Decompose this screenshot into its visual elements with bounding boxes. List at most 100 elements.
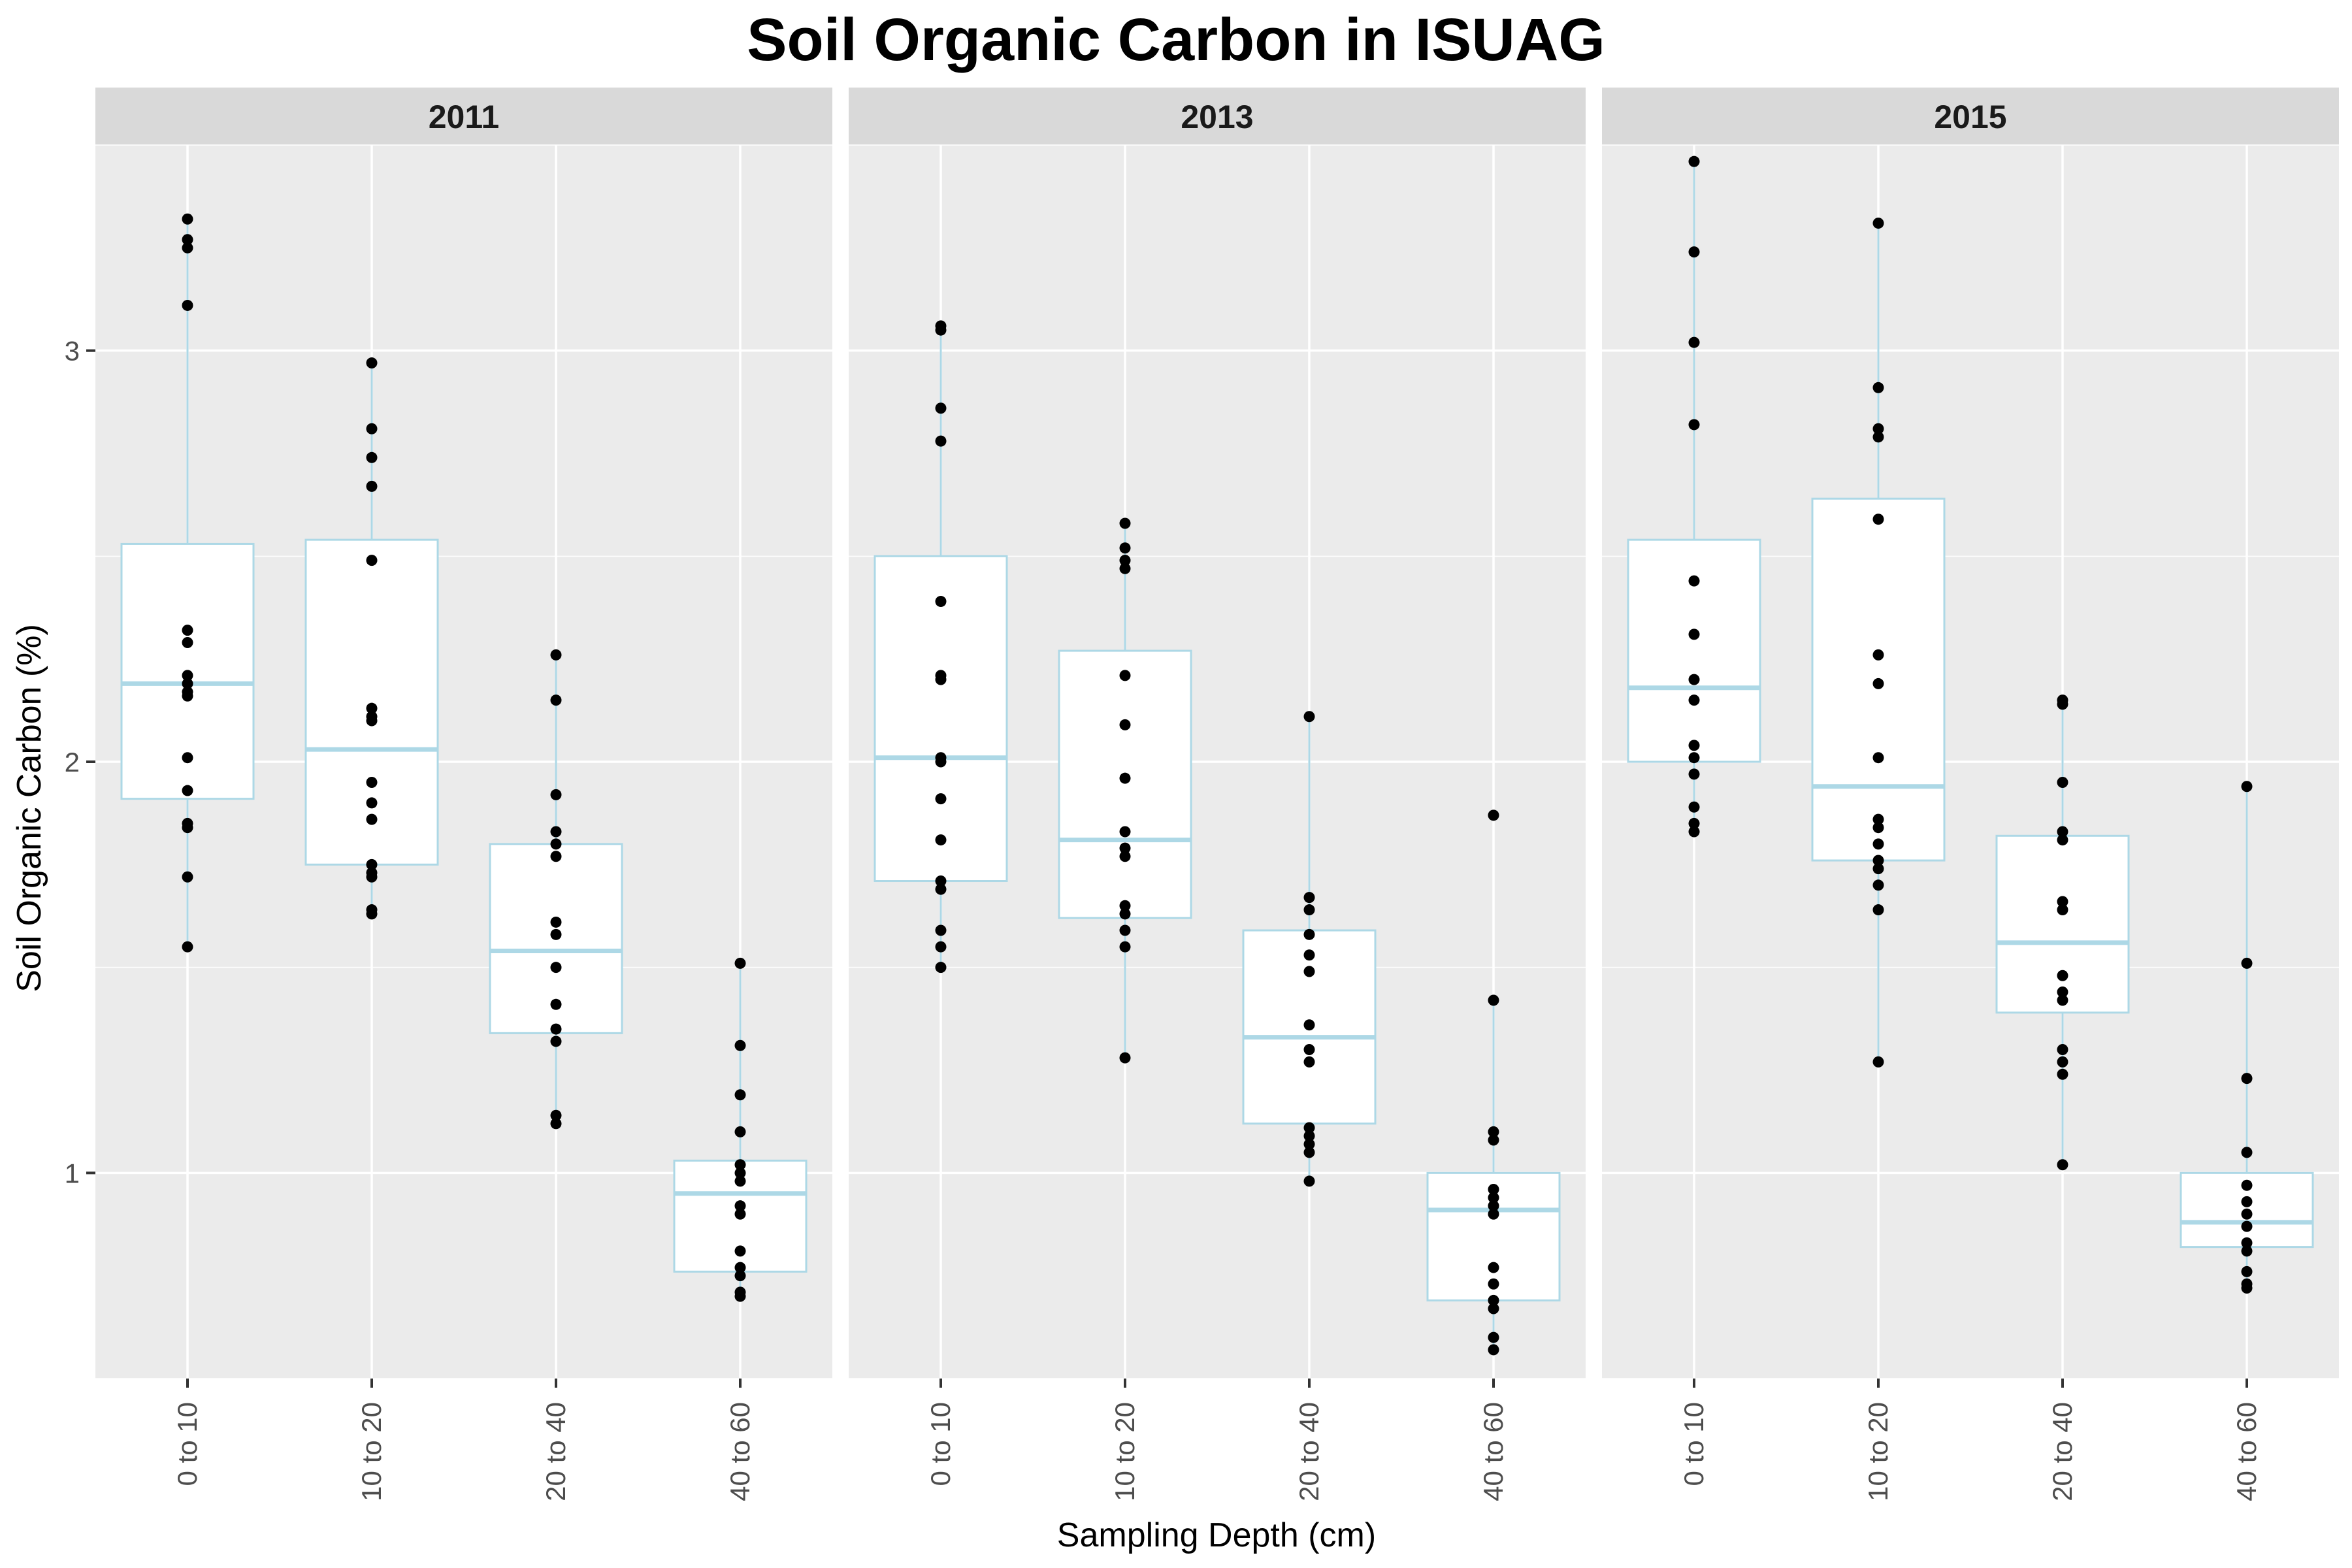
data-point (550, 649, 562, 661)
data-point (550, 1109, 562, 1121)
x-tick-label: 10 to 20 (1863, 1402, 1893, 1501)
box-2015-2 (1995, 834, 2130, 1014)
data-point (1488, 1303, 1499, 1315)
data-point (1119, 542, 1131, 554)
data-point (182, 625, 193, 636)
facet-strip (95, 88, 832, 145)
data-point (734, 1089, 746, 1101)
data-point (550, 1023, 562, 1035)
data-point (550, 838, 562, 850)
data-point (182, 213, 193, 225)
chart-title: Soil Organic Carbon in ISUAG (747, 7, 1605, 73)
data-point (1872, 431, 1884, 443)
data-point (1119, 1052, 1131, 1064)
data-point (1303, 711, 1315, 723)
data-point (1119, 842, 1131, 854)
data-point (2057, 1056, 2068, 1068)
data-point (935, 941, 947, 953)
data-point (1119, 908, 1131, 920)
data-point (734, 957, 746, 969)
data-point (1119, 924, 1131, 936)
data-point (2241, 1208, 2253, 1220)
data-point (1119, 826, 1131, 838)
data-point (1872, 1056, 1884, 1068)
data-point (2057, 834, 2068, 846)
data-point (734, 1290, 746, 1302)
data-point (550, 851, 562, 862)
x-tick-label: 40 to 60 (2231, 1402, 2262, 1501)
data-point (366, 357, 378, 369)
data-point (1303, 892, 1315, 904)
data-point (734, 1245, 746, 1257)
data-point (935, 596, 947, 608)
data-point (1303, 1130, 1315, 1142)
data-point (182, 242, 193, 253)
data-point (182, 234, 193, 246)
facet-strip-label: 2015 (1934, 99, 2006, 135)
data-point (1872, 822, 1884, 834)
data-point (935, 834, 947, 846)
data-point (366, 715, 378, 727)
facet-strip-label: 2011 (429, 99, 499, 135)
data-point (734, 1159, 746, 1171)
data-point (1119, 719, 1131, 730)
data-point (182, 678, 193, 689)
data-point (182, 941, 193, 953)
data-point (1688, 155, 1700, 167)
data-point (1488, 1278, 1499, 1290)
data-point (366, 858, 378, 870)
data-point (734, 1167, 746, 1179)
data-point (1488, 1184, 1499, 1196)
x-axis-title: Sampling Depth (cm) (1057, 1516, 1376, 1554)
data-point (1119, 563, 1131, 574)
data-point (182, 752, 193, 764)
x-tick-label: 20 to 40 (1294, 1402, 1324, 1501)
y-axis-title: Soil Organic Carbon (%) (10, 624, 48, 992)
facet-strip (1602, 88, 2339, 145)
data-point (2241, 1245, 2253, 1257)
data-point (366, 813, 378, 825)
data-point (366, 702, 378, 714)
data-point (2241, 1196, 2253, 1207)
data-point (1688, 768, 1700, 780)
data-point (182, 690, 193, 702)
data-point (1872, 218, 1884, 229)
data-point (1303, 928, 1315, 940)
data-point (1872, 423, 1884, 434)
data-point (1688, 752, 1700, 764)
data-point (1119, 670, 1131, 681)
data-point (2241, 1266, 2253, 1277)
data-point (2241, 781, 2253, 792)
data-point (1688, 336, 1700, 348)
data-point (550, 916, 562, 928)
data-point (182, 871, 193, 883)
data-point (1872, 752, 1884, 764)
data-point (1872, 855, 1884, 866)
data-point (182, 822, 193, 834)
data-point (734, 1039, 746, 1051)
data-point (1488, 809, 1499, 821)
data-point (550, 1118, 562, 1130)
x-tick-label: 0 to 10 (1678, 1402, 1709, 1486)
data-point (1688, 817, 1700, 829)
data-point (550, 826, 562, 838)
data-point (1872, 514, 1884, 525)
data-point (1303, 1122, 1315, 1134)
data-point (1688, 629, 1700, 640)
data-point (1872, 863, 1884, 875)
data-point (550, 998, 562, 1010)
data-point (1488, 1126, 1499, 1137)
data-point (1872, 649, 1884, 661)
data-point (734, 1126, 746, 1137)
data-point (366, 908, 378, 920)
data-point (2057, 970, 2068, 981)
data-point (1688, 575, 1700, 587)
data-point (1688, 826, 1700, 838)
data-point (1119, 900, 1131, 911)
data-point (2057, 776, 2068, 788)
data-point (1872, 813, 1884, 825)
data-point (1688, 246, 1700, 258)
y-tick-label: 1 (65, 1158, 80, 1188)
box-2013-0 (874, 555, 1008, 883)
y-tick-label: 2 (65, 747, 80, 777)
